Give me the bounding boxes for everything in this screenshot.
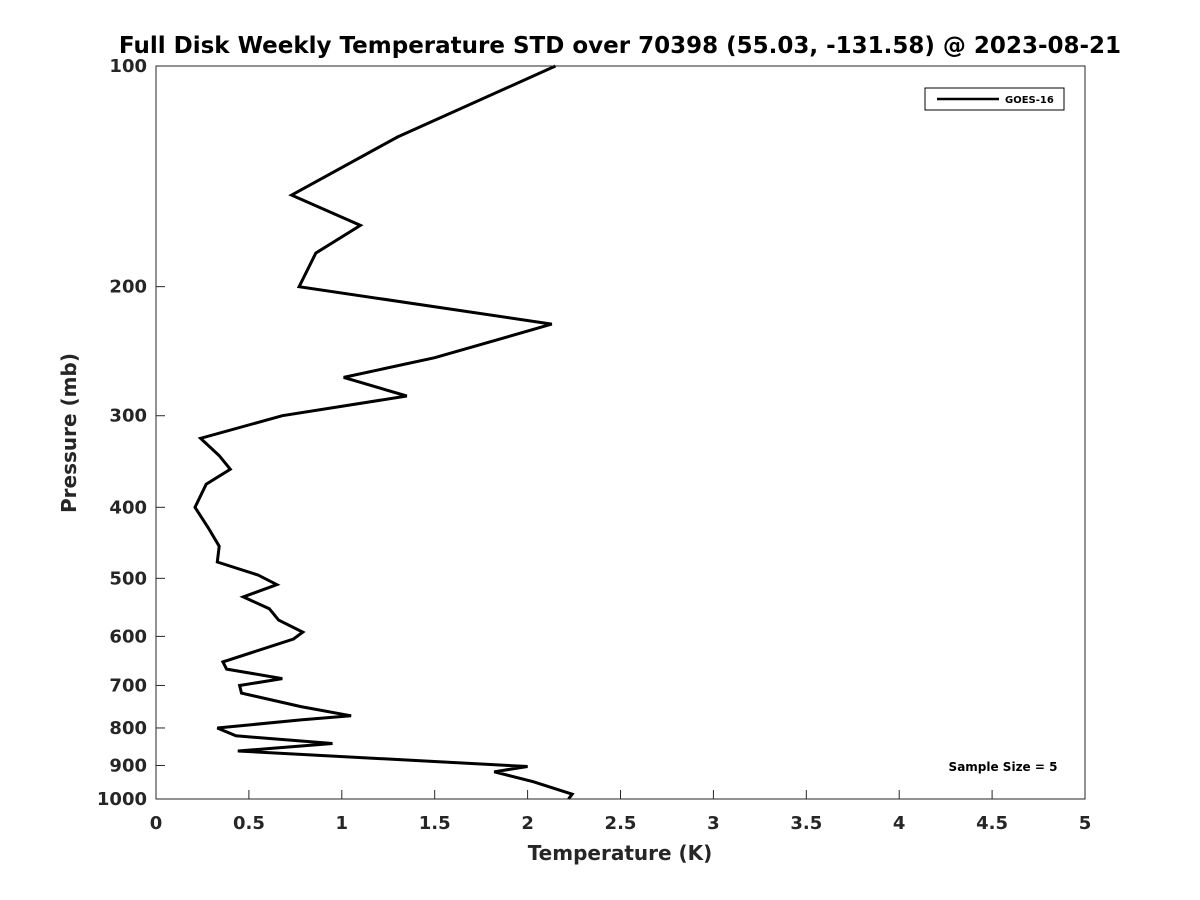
y-tick-label: 800 — [109, 718, 147, 739]
x-tick-label: 1 — [336, 813, 349, 834]
y-tick-label: 300 — [109, 406, 147, 427]
y-tick-label: 600 — [109, 626, 147, 647]
plot-axes — [155, 65, 1086, 800]
chart-title: Full Disk Weekly Temperature STD over 70… — [119, 33, 1121, 59]
x-tick-label: 1.5 — [419, 813, 451, 834]
x-tick-label: 2.5 — [605, 813, 637, 834]
x-tick-label: 0 — [150, 813, 163, 834]
ticks-group: 0 0.5 1 1.5 2 2.5 3 3.5 4 4.5 5 100 200 300 400 500 600 7… — [97, 56, 1091, 834]
series-group — [193, 64, 575, 800]
y-tick-label: 500 — [109, 568, 147, 589]
y-axis-label: Pressure (mb) — [57, 353, 81, 513]
x-tick-label: 3 — [707, 813, 720, 834]
y-tick-label: 700 — [109, 675, 147, 696]
legend: GOES-16 — [924, 87, 1065, 111]
sample-size-annotation: Sample Size = 5 — [949, 760, 1058, 774]
y-tick-label: 400 — [109, 497, 147, 518]
x-axis-label: Temperature (K) — [528, 841, 713, 865]
x-tick-label: 0.5 — [233, 813, 265, 834]
x-tick-label: 4 — [893, 813, 906, 834]
y-tick-label: 900 — [109, 755, 147, 776]
x-tick-label: 4.5 — [976, 813, 1008, 834]
x-tick-label: 5 — [1079, 813, 1092, 834]
x-tick-label: 3.5 — [790, 813, 822, 834]
y-tick-label: 200 — [109, 277, 147, 298]
y-tick-label: 100 — [109, 56, 147, 77]
legend-label-goes-16: GOES-16 — [1005, 95, 1054, 106]
x-tick-label: 2 — [521, 813, 534, 834]
series-line-goes-16 — [193, 64, 575, 800]
y-tick-label: 1000 — [97, 789, 147, 810]
